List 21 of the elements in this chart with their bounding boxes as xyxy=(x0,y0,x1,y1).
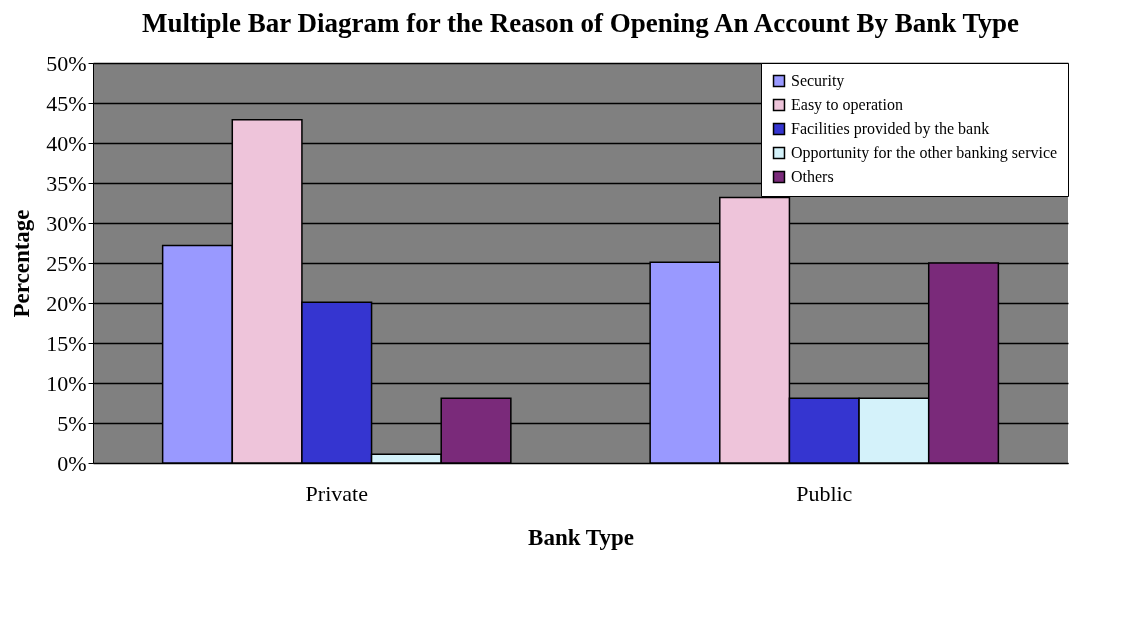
y-tick-label: 25% xyxy=(46,250,87,276)
legend-label: Easy to operation xyxy=(791,96,903,114)
legend-label: Security xyxy=(791,72,845,90)
y-tick-label: 45% xyxy=(46,90,87,116)
y-tick-label: 5% xyxy=(57,410,87,436)
x-tick-label: Public xyxy=(796,480,853,506)
y-tick-label: 15% xyxy=(46,330,87,356)
x-axis-title: Bank Type xyxy=(528,524,634,550)
y-tick-label: 20% xyxy=(46,290,87,316)
y-tick-label: 40% xyxy=(46,130,87,156)
y-tick-label: 30% xyxy=(46,210,87,236)
legend-label: Others xyxy=(791,168,834,185)
x-tick-label: Private xyxy=(305,480,368,506)
y-tick-label: 35% xyxy=(46,170,87,196)
y-tick-label: 0% xyxy=(57,450,87,476)
y-tick-label: 10% xyxy=(46,370,87,396)
legend-label: Facilities provided by the bank xyxy=(791,120,990,138)
y-axis-title: Percentage xyxy=(9,209,35,318)
chart-title: Multiple Bar Diagram for the Reason of Opening An Account By Bank Type xyxy=(141,8,1020,38)
legend-label: Opportunity for the other banking service xyxy=(791,144,1058,162)
y-tick-label: 50% xyxy=(46,50,87,76)
